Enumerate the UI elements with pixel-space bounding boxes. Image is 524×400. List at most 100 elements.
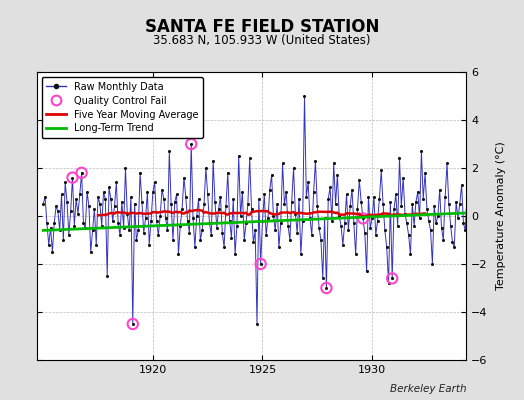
Point bbox=[79, 220, 88, 226]
Point bbox=[384, 280, 392, 286]
Point bbox=[361, 230, 369, 236]
Point bbox=[61, 179, 69, 186]
Point bbox=[85, 203, 93, 210]
Point bbox=[105, 184, 113, 190]
Point bbox=[218, 230, 226, 236]
Point bbox=[348, 186, 356, 193]
Point bbox=[121, 165, 129, 171]
Point bbox=[306, 215, 314, 222]
Point bbox=[81, 225, 90, 231]
Point bbox=[231, 251, 239, 258]
Point bbox=[172, 191, 181, 198]
Point bbox=[352, 251, 360, 258]
Point bbox=[160, 196, 168, 202]
Point bbox=[101, 196, 110, 202]
Point bbox=[260, 191, 268, 198]
Point bbox=[353, 206, 362, 212]
Point bbox=[289, 165, 298, 171]
Point bbox=[262, 232, 270, 238]
Point bbox=[374, 218, 382, 224]
Point bbox=[341, 220, 349, 226]
Point bbox=[406, 251, 414, 258]
Point bbox=[136, 170, 144, 176]
Point bbox=[200, 201, 208, 207]
Point bbox=[78, 170, 86, 176]
Point bbox=[209, 158, 217, 164]
Point bbox=[350, 220, 358, 226]
Point bbox=[468, 218, 477, 224]
Point bbox=[198, 227, 206, 234]
Point bbox=[141, 215, 150, 222]
Point bbox=[107, 196, 115, 202]
Point bbox=[275, 244, 283, 250]
Point bbox=[428, 261, 436, 267]
Point bbox=[399, 174, 407, 181]
Point bbox=[128, 321, 137, 327]
Point bbox=[96, 201, 104, 207]
Point bbox=[147, 218, 155, 224]
Point bbox=[364, 194, 373, 200]
Point bbox=[214, 206, 223, 212]
Point bbox=[103, 273, 112, 279]
Legend: Raw Monthly Data, Quality Control Fail, Five Year Moving Average, Long-Term Tren: Raw Monthly Data, Quality Control Fail, … bbox=[41, 77, 203, 138]
Point bbox=[284, 222, 292, 229]
Point bbox=[52, 203, 60, 210]
Point bbox=[100, 189, 108, 195]
Point bbox=[128, 321, 137, 327]
Point bbox=[322, 285, 331, 291]
Point bbox=[50, 220, 58, 226]
Point bbox=[446, 222, 455, 229]
Point bbox=[388, 275, 396, 282]
Point bbox=[196, 237, 204, 243]
Point bbox=[282, 189, 290, 195]
Point bbox=[344, 227, 353, 234]
Point bbox=[43, 220, 51, 226]
Point bbox=[92, 242, 101, 248]
Point bbox=[416, 215, 424, 222]
Point bbox=[187, 141, 195, 147]
Point bbox=[89, 227, 97, 234]
Point bbox=[83, 189, 91, 195]
Point bbox=[359, 215, 367, 222]
Point bbox=[302, 194, 311, 200]
Point bbox=[86, 249, 95, 255]
Point bbox=[319, 275, 327, 282]
Point bbox=[328, 218, 336, 224]
Point bbox=[187, 141, 195, 147]
Point bbox=[266, 186, 274, 193]
Point bbox=[233, 222, 241, 229]
Point bbox=[291, 210, 300, 217]
Point bbox=[68, 174, 77, 181]
Point bbox=[310, 189, 318, 195]
Point bbox=[255, 196, 263, 202]
Point bbox=[90, 206, 99, 212]
Point bbox=[330, 160, 338, 166]
Point bbox=[139, 230, 148, 236]
Point bbox=[169, 237, 177, 243]
Point bbox=[116, 232, 124, 238]
Point bbox=[472, 237, 481, 243]
Point bbox=[149, 189, 157, 195]
Point bbox=[410, 222, 418, 229]
Point bbox=[443, 160, 451, 166]
Point bbox=[213, 225, 221, 231]
Point bbox=[154, 232, 162, 238]
Point bbox=[445, 201, 453, 207]
Point bbox=[247, 206, 256, 212]
Point bbox=[74, 210, 82, 217]
Point bbox=[246, 155, 254, 162]
Point bbox=[194, 196, 203, 202]
Point bbox=[165, 148, 173, 154]
Point bbox=[256, 261, 265, 267]
Point bbox=[227, 234, 236, 241]
Point bbox=[383, 244, 391, 250]
Point bbox=[395, 155, 403, 162]
Point bbox=[249, 239, 257, 246]
Point bbox=[117, 198, 126, 205]
Point bbox=[470, 232, 478, 238]
Point bbox=[72, 196, 80, 202]
Point bbox=[64, 232, 73, 238]
Point bbox=[224, 170, 232, 176]
Point bbox=[185, 230, 193, 236]
Point bbox=[78, 170, 86, 176]
